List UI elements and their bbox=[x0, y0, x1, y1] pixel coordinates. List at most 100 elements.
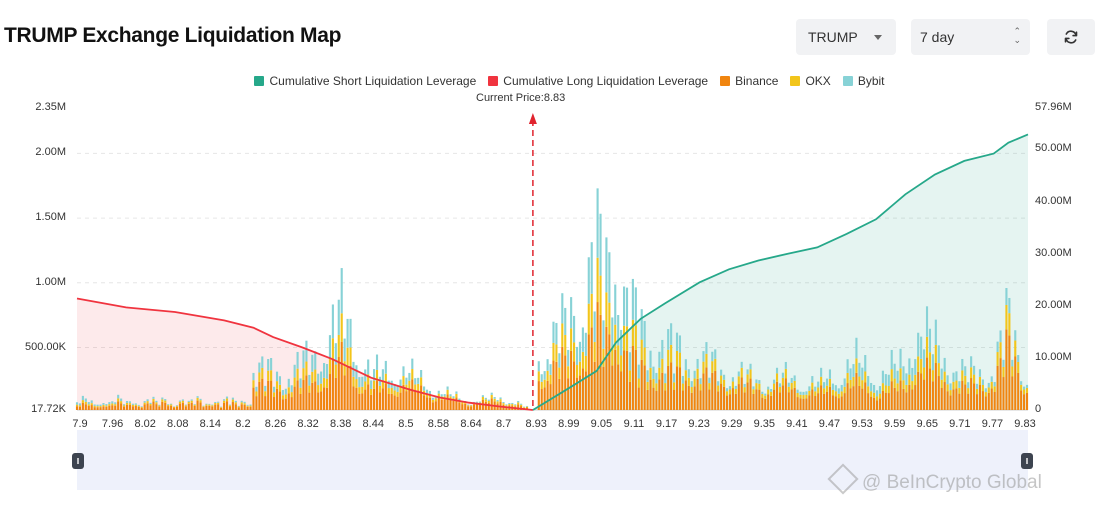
bar-okx bbox=[287, 387, 290, 394]
bar-bybit bbox=[846, 359, 849, 373]
bar-okx bbox=[90, 403, 93, 406]
bar-bybit bbox=[452, 396, 455, 399]
slider-right-handle[interactable]: ‖ bbox=[1021, 453, 1033, 469]
bar-bybit bbox=[905, 373, 908, 385]
bar-bybit bbox=[1017, 355, 1020, 362]
bar-okx bbox=[264, 391, 267, 397]
bar-binance bbox=[193, 405, 196, 410]
legend-item[interactable]: Cumulative Long Liquidation Leverage bbox=[488, 74, 708, 88]
bar-binance bbox=[211, 406, 214, 410]
bar-bybit bbox=[440, 394, 443, 397]
x-tick: 8.32 bbox=[297, 418, 319, 430]
bar-bybit bbox=[890, 349, 893, 370]
bar-binance bbox=[881, 391, 884, 410]
bar-binance bbox=[578, 375, 582, 410]
bar-binance bbox=[696, 378, 699, 410]
legend-item[interactable]: Binance bbox=[720, 74, 778, 88]
bar-binance bbox=[687, 385, 690, 410]
bar-binance bbox=[852, 386, 855, 410]
zoom-slider[interactable] bbox=[77, 430, 1028, 490]
bar-okx bbox=[970, 367, 973, 379]
bar-binance bbox=[605, 326, 608, 410]
bar-bybit bbox=[514, 404, 517, 406]
bar-okx bbox=[899, 368, 902, 381]
bar-bybit bbox=[1014, 330, 1017, 341]
bar-okx bbox=[240, 402, 243, 405]
bar-okx bbox=[681, 383, 684, 391]
slider-left-handle[interactable]: ‖ bbox=[72, 453, 84, 469]
bar-binance bbox=[1005, 329, 1008, 410]
bar-binance bbox=[987, 392, 990, 410]
bar-binance bbox=[902, 388, 905, 410]
bar-binance bbox=[705, 367, 708, 410]
legend-item[interactable]: OKX bbox=[790, 74, 831, 88]
bar-okx bbox=[699, 384, 702, 391]
bar-binance bbox=[543, 387, 546, 410]
bar-okx bbox=[202, 406, 205, 408]
refresh-button[interactable] bbox=[1047, 19, 1095, 55]
bar-okx bbox=[164, 400, 167, 403]
bar-okx bbox=[343, 361, 346, 376]
bar-okx bbox=[599, 275, 602, 315]
bar-okx bbox=[75, 404, 79, 407]
bar-binance bbox=[384, 383, 387, 410]
legend-item[interactable]: Cumulative Short Liquidation Leverage bbox=[254, 74, 476, 88]
x-tick: 9.41 bbox=[786, 418, 808, 430]
bar-binance bbox=[399, 392, 402, 410]
bar-binance bbox=[614, 349, 617, 410]
bar-okx bbox=[625, 326, 629, 351]
bar-okx bbox=[284, 394, 287, 399]
bar-bybit bbox=[114, 402, 117, 405]
bar-okx bbox=[449, 396, 452, 400]
bar-okx bbox=[717, 385, 720, 392]
bar-bybit bbox=[843, 378, 846, 387]
bar-bybit bbox=[946, 375, 949, 385]
bar-okx bbox=[820, 376, 823, 386]
bar-binance bbox=[908, 384, 911, 410]
bar-binance bbox=[761, 397, 764, 410]
bar-okx bbox=[102, 404, 105, 407]
bar-binance bbox=[296, 380, 299, 410]
bar-okx bbox=[631, 319, 634, 346]
legend-item[interactable]: Bybit bbox=[842, 74, 885, 88]
bar-bybit bbox=[849, 368, 852, 380]
bar-okx bbox=[628, 370, 632, 382]
bar-okx bbox=[514, 405, 517, 407]
range-select[interactable]: 7 day ⌃ ⌄ bbox=[911, 19, 1030, 55]
bar-okx bbox=[855, 358, 858, 373]
bar-binance bbox=[640, 359, 643, 410]
bar-bybit bbox=[852, 364, 855, 377]
bar-bybit bbox=[434, 396, 437, 399]
bar-binance bbox=[84, 404, 87, 410]
bar-bybit bbox=[667, 329, 670, 350]
bar-okx bbox=[402, 376, 405, 385]
bar-okx bbox=[690, 387, 693, 393]
bar-binance bbox=[978, 384, 982, 410]
bar-bybit bbox=[793, 375, 796, 381]
bar-okx bbox=[802, 395, 805, 399]
bar-bybit bbox=[384, 360, 387, 374]
bar-bybit bbox=[961, 358, 964, 371]
bar-binance bbox=[208, 405, 211, 410]
bar-binance bbox=[746, 382, 749, 410]
bar-okx bbox=[78, 405, 81, 407]
bar-bybit bbox=[925, 306, 929, 337]
bar-bybit bbox=[334, 343, 337, 365]
bar-okx bbox=[143, 402, 146, 405]
bar-okx bbox=[390, 387, 393, 394]
bar-binance bbox=[449, 399, 452, 410]
bar-bybit bbox=[493, 397, 496, 399]
bar-okx bbox=[496, 401, 499, 404]
bar-okx bbox=[220, 407, 223, 408]
bar-binance bbox=[955, 388, 958, 410]
bar-bybit bbox=[564, 307, 567, 335]
bar-okx bbox=[790, 382, 793, 390]
bar-binance bbox=[475, 404, 479, 410]
symbol-select[interactable]: TRUMP bbox=[796, 19, 896, 55]
bar-bybit bbox=[864, 355, 867, 372]
bar-binance bbox=[864, 382, 867, 410]
bar-binance bbox=[149, 405, 152, 410]
bar-binance bbox=[781, 385, 784, 410]
x-tick: 8.5 bbox=[398, 418, 414, 430]
x-tick: 8.93 bbox=[525, 418, 547, 430]
